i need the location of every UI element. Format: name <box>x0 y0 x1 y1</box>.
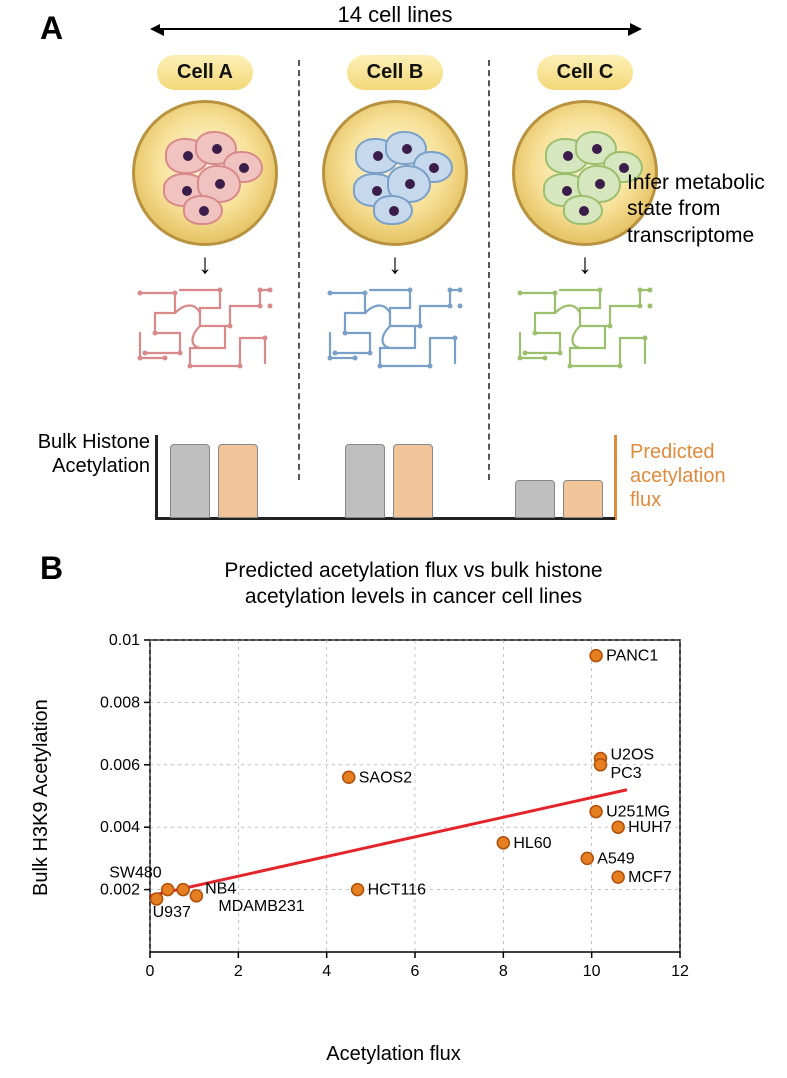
down-arrow-icon: ↓ <box>120 250 290 278</box>
cell-column: Cell A ↓ <box>120 55 290 373</box>
bars-left-axis <box>155 435 158 520</box>
column-divider <box>488 60 490 480</box>
scatter-point-label: PC3 <box>611 765 642 782</box>
bars-right-label: Predicted acetylation flux <box>630 440 760 512</box>
scatter-point-label: NB4 <box>205 881 236 898</box>
scatter-point <box>343 771 355 783</box>
y-tick-label: 0.008 <box>100 694 140 711</box>
scatter-point-label: SAOS2 <box>359 769 412 786</box>
scatter-point-label: A549 <box>597 850 634 867</box>
panel-a: A 14 cell lines Cell A ↓ Cell B ↓ Cell C ↓ In… <box>0 0 787 550</box>
bar-measured <box>345 444 385 518</box>
bars-left-label: Bulk Histone Acetylation <box>20 430 150 478</box>
network-icon <box>320 278 470 373</box>
cell-dish-icon <box>322 100 468 246</box>
cell-pill-label: Cell B <box>347 55 444 90</box>
x-tick-label: 10 <box>583 963 601 980</box>
y-tick-label: 0.002 <box>100 882 140 899</box>
scatter-point-label: HCT116 <box>368 882 426 899</box>
y-tick-label: 0.01 <box>109 632 140 649</box>
x-tick-label: 8 <box>499 963 508 980</box>
down-arrow-icon: ↓ <box>500 250 670 278</box>
scatter-point-label: SW480 <box>109 865 162 882</box>
cell-pill-label: Cell A <box>157 55 253 90</box>
column-divider <box>298 60 300 480</box>
scatter-plot: 0 2 4 6 8 10 12 0.002 0.004 0.006 0.008 0.01 PANC1 U2… <box>60 630 700 1000</box>
x-tick-label: 6 <box>411 963 420 980</box>
bar-predicted <box>563 480 603 518</box>
network-icon <box>510 278 660 373</box>
scatter-point <box>190 890 202 902</box>
x-tick-label: 12 <box>671 963 689 980</box>
panel-b: B Predicted acetylation flux vs bulk his… <box>0 550 787 1078</box>
scatter-point-label: MDAMB231 <box>218 898 304 915</box>
scatter-point <box>352 884 364 896</box>
bar-predicted <box>218 444 258 518</box>
bar-group <box>515 480 603 518</box>
panel-b-label: B <box>40 550 63 587</box>
y-tick-label: 0.004 <box>100 819 140 836</box>
x-axis-label: Acetylation flux <box>0 1043 787 1066</box>
x-tick-label: 2 <box>234 963 243 980</box>
scatter-point-label: PANC1 <box>606 648 658 665</box>
scatter-point-label: U937 <box>153 904 191 921</box>
scatter-point-label: U2OS <box>611 747 655 764</box>
top-arrow-line <box>160 28 630 30</box>
bar-predicted <box>393 444 433 518</box>
scatter-point <box>581 852 593 864</box>
bar-measured <box>515 480 555 518</box>
scatter-point <box>612 871 624 883</box>
top-arrow-label: 14 cell lines <box>160 2 630 28</box>
down-arrow-icon: ↓ <box>310 250 480 278</box>
cell-column: Cell B ↓ <box>310 55 480 373</box>
y-axis-label: Bulk H3K9 Acetylation <box>30 699 53 896</box>
scatter-point-label: MCF7 <box>628 869 672 886</box>
scatter-point-label: U251MG <box>606 804 670 821</box>
scatter-point <box>595 759 607 771</box>
bars-right-axis <box>614 435 617 520</box>
cell-pill-label: Cell C <box>537 55 634 90</box>
chart-title: Predicted acetylation flux vs bulk histo… <box>100 558 727 611</box>
scatter-point <box>590 650 602 662</box>
bar-group <box>170 444 258 518</box>
scatter-point <box>162 884 174 896</box>
bars-area: Bulk Histone Acetylation Predicted acety… <box>70 420 770 530</box>
y-tick-label: 0.006 <box>100 757 140 774</box>
scatter-point-label: HUH7 <box>628 819 672 836</box>
top-arrow-head-right-icon <box>628 22 642 36</box>
cell-dish-icon <box>132 100 278 246</box>
scatter-point <box>590 806 602 818</box>
bar-measured <box>170 444 210 518</box>
bar-group <box>345 444 433 518</box>
side-annotation: Infer metabolic state from transcriptome <box>627 170 767 249</box>
scatter-point-label: HL60 <box>513 835 551 852</box>
scatter-point <box>612 821 624 833</box>
network-icon <box>130 278 280 373</box>
panel-a-label: A <box>40 10 63 47</box>
x-tick-label: 4 <box>322 963 331 980</box>
figure: A 14 cell lines Cell A ↓ Cell B ↓ Cell C ↓ In… <box>0 0 787 1078</box>
scatter-point <box>177 884 189 896</box>
x-tick-label: 0 <box>146 963 155 980</box>
scatter-point <box>497 837 509 849</box>
